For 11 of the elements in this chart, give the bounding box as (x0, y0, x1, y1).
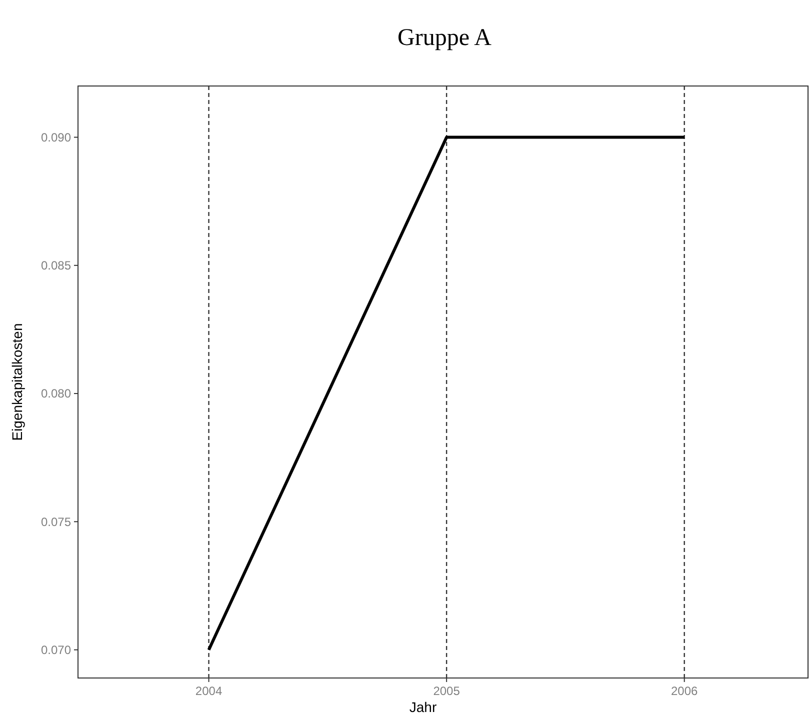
y-tick-label: 0.085 (40, 258, 72, 273)
x-axis-title: Jahr (409, 699, 437, 715)
y-tick-label: 0.080 (40, 386, 72, 401)
y-tick-label: 0.070 (40, 643, 72, 658)
x-tick-label: 2004 (195, 684, 222, 698)
y-axis-title: Eigenkapitalkosten (9, 323, 25, 441)
x-tick-label: 2005 (433, 684, 460, 698)
y-tick-label: 0.075 (40, 514, 72, 529)
y-tick-label: 0.090 (40, 130, 72, 144)
chart-title: Gruppe A (398, 25, 492, 51)
x-tick-label: 2006 (671, 684, 698, 698)
